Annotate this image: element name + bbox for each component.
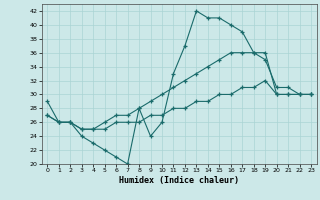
X-axis label: Humidex (Indice chaleur): Humidex (Indice chaleur) [119,176,239,185]
